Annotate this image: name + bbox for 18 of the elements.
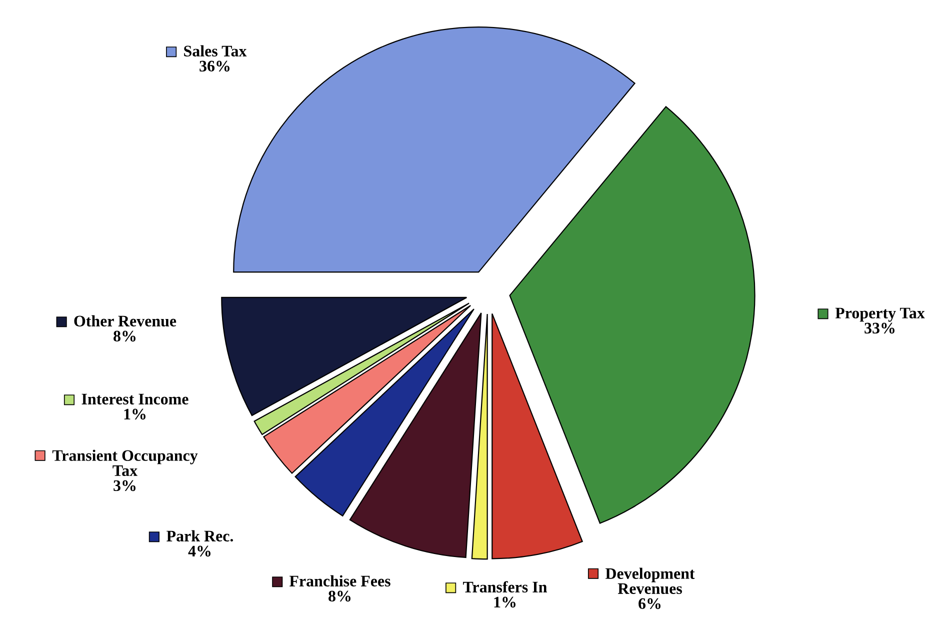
legend-label: Property Tax xyxy=(835,308,925,322)
legend-label: Transfers In xyxy=(463,581,547,592)
legend-label: Development Revenues xyxy=(605,568,695,594)
data-label: 36% xyxy=(200,60,230,72)
legend-label: Other Revenue xyxy=(74,315,176,327)
data-label: 6% xyxy=(638,598,660,610)
data-label: 8% xyxy=(328,590,350,602)
data-label: 1% xyxy=(494,596,516,608)
legend-label: Interest Income xyxy=(82,394,188,404)
data-label: 1% xyxy=(124,408,146,420)
data-label: 4% xyxy=(188,546,210,557)
legend-label: Park Rec. xyxy=(166,530,234,542)
legend-label: Transient Occupancy Tax xyxy=(52,450,198,476)
data-label: 33% xyxy=(864,322,894,334)
legend-label: Sales Tax xyxy=(184,45,247,56)
data-label: 8% xyxy=(114,330,136,342)
data-label: 3% xyxy=(114,480,136,492)
legend-label: Franchise Fees xyxy=(289,575,390,586)
